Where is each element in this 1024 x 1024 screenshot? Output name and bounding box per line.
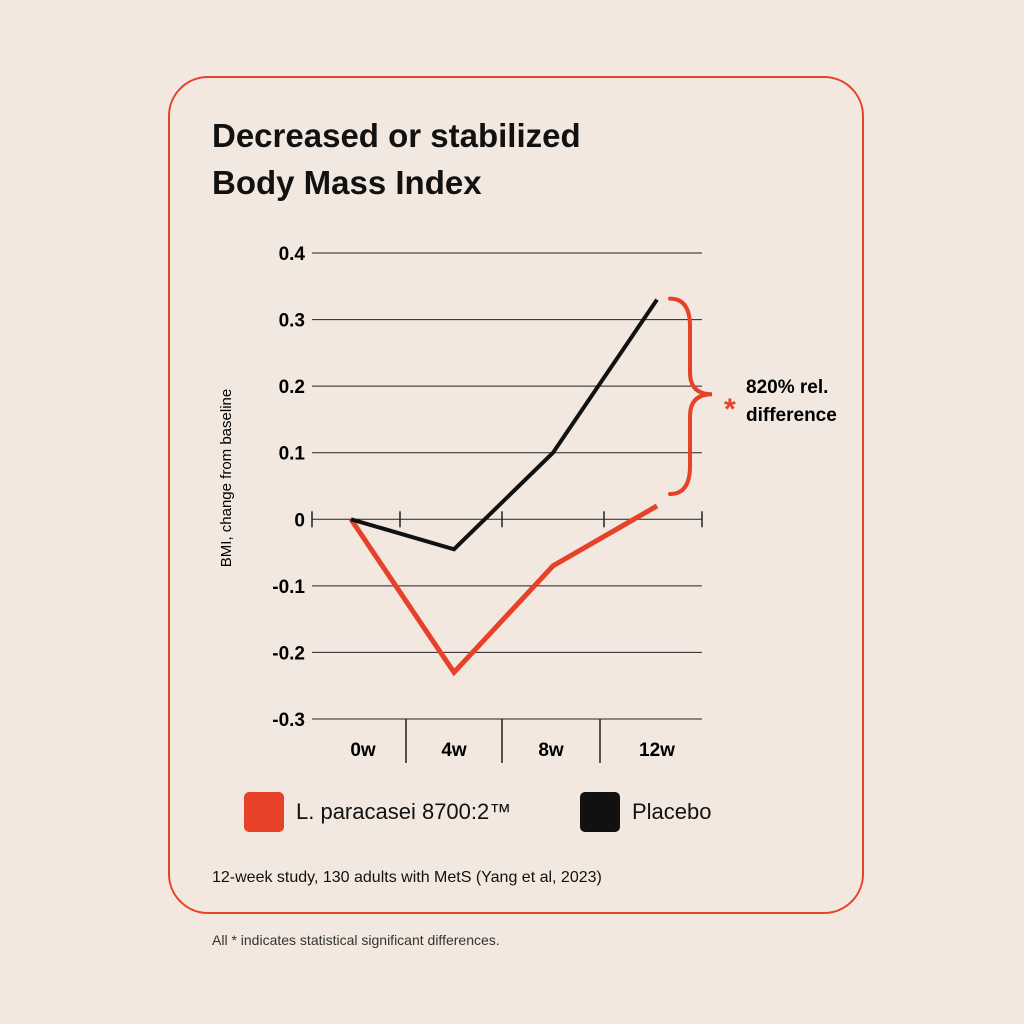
significance-star: * [724,393,736,426]
legend-swatch-lparacasei [244,792,284,832]
footnote: All * indicates statistical significant … [212,932,500,948]
y-tick-label: -0.1 [272,577,305,598]
title-line-2: Body Mass Index [212,164,482,201]
x-tick-label: 4w [441,740,467,761]
legend-label-lparacasei: L. paracasei 8700:2™ [296,799,512,824]
y-axis-label: BMI, change from baseline [218,389,235,567]
y-tick-label: 0.3 [279,311,305,332]
y-tick-label: 0.4 [279,244,306,265]
legend-swatch-placebo [580,792,620,832]
chart-card [168,76,864,914]
difference-annotation: * 820% rel. difference [668,296,837,496]
annotation-line-1: 820% rel. [746,377,828,398]
x-tick-label: 12w [639,740,675,761]
y-tick-label: 0 [294,510,305,531]
x-axis [311,511,703,763]
series-line [350,298,659,552]
y-tick-label: -0.3 [272,710,305,731]
x-tick-label: 0w [350,740,376,761]
series-line [348,503,659,677]
y-tick-label: 0.1 [279,444,306,465]
x-tick-label: 8w [538,740,564,761]
y-tick-label: -0.2 [272,643,305,664]
legend-item-lparacasei: L. paracasei 8700:2™ [244,792,511,832]
study-source: 12-week study, 130 adults with MetS (Yan… [212,869,602,886]
series-lines [348,298,659,677]
difference-brace [668,296,713,496]
title-line-1: Decreased or stabilized [212,117,581,154]
legend-label-placebo: Placebo [632,799,712,824]
grid-lines [312,252,702,720]
chart-title: Decreased or stabilized Body Mass Index [212,112,772,206]
legend-item-placebo: Placebo [580,792,712,832]
y-tick-labels: 0.4 0.3 0.2 0.1 0 -0.1 -0.2 -0.3 [272,244,305,731]
y-tick-label: 0.2 [279,377,305,398]
annotation-line-2: difference [746,405,837,426]
x-tick-labels: 0w 4w 8w 12w [350,740,675,761]
